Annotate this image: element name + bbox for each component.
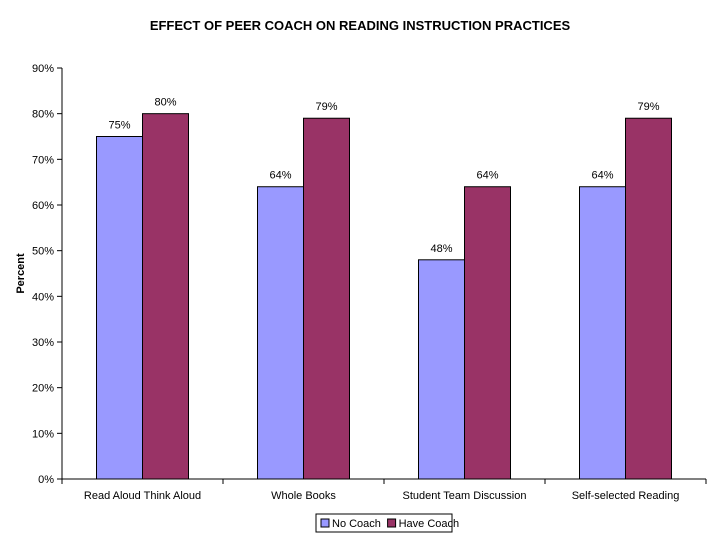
y-axis-label: Percent <box>15 253 27 294</box>
chart-legend: No Coach Have Coach <box>315 513 460 533</box>
bar-no-coach <box>418 259 465 480</box>
y-tick-label: 40% <box>32 291 54 303</box>
chart-bars <box>96 113 672 480</box>
bar-have-coach <box>142 113 189 480</box>
chart-title: EFFECT OF PEER COACH ON READING INSTRUCT… <box>149 18 571 33</box>
legend-swatch <box>320 518 330 528</box>
x-tick-label: Self-selected Reading <box>572 490 680 502</box>
legend-label: No Coach <box>332 518 381 530</box>
x-tick-label: Read Aloud Think Aloud <box>84 490 201 502</box>
y-tick-label: 30% <box>32 337 54 349</box>
data-label: 79% <box>637 101 659 113</box>
y-tick-label: 70% <box>32 154 54 166</box>
y-tick-label: 90% <box>32 63 54 75</box>
bar-no-coach <box>96 136 143 480</box>
chart-labels: 75% 80% 64% 79% 48% 64% 64% 79% <box>108 97 659 255</box>
legend-swatch <box>387 518 397 528</box>
bar-no-coach <box>579 186 626 480</box>
data-label: 64% <box>591 170 613 182</box>
y-tick-label: 0% <box>38 474 54 486</box>
y-tick-label: 50% <box>32 246 54 258</box>
y-tick-label: 60% <box>32 200 54 212</box>
y-tick-label: 20% <box>32 383 54 395</box>
data-label: 75% <box>108 120 130 132</box>
bar-no-coach <box>257 186 304 480</box>
data-label: 48% <box>430 243 452 255</box>
legend-label: Have Coach <box>399 518 460 530</box>
bar-have-coach <box>625 117 672 480</box>
x-tick-label: Whole Books <box>271 490 336 502</box>
bar-have-coach <box>303 117 350 480</box>
bar-have-coach <box>464 186 511 480</box>
data-label: 79% <box>315 101 337 113</box>
data-label: 80% <box>154 97 176 109</box>
y-tick-label: 10% <box>32 428 54 440</box>
y-tick-label: 80% <box>32 109 54 121</box>
legend-box <box>315 513 453 533</box>
data-label: 64% <box>269 170 291 182</box>
data-label: 64% <box>476 170 498 182</box>
x-tick-label: Student Team Discussion <box>403 490 527 502</box>
